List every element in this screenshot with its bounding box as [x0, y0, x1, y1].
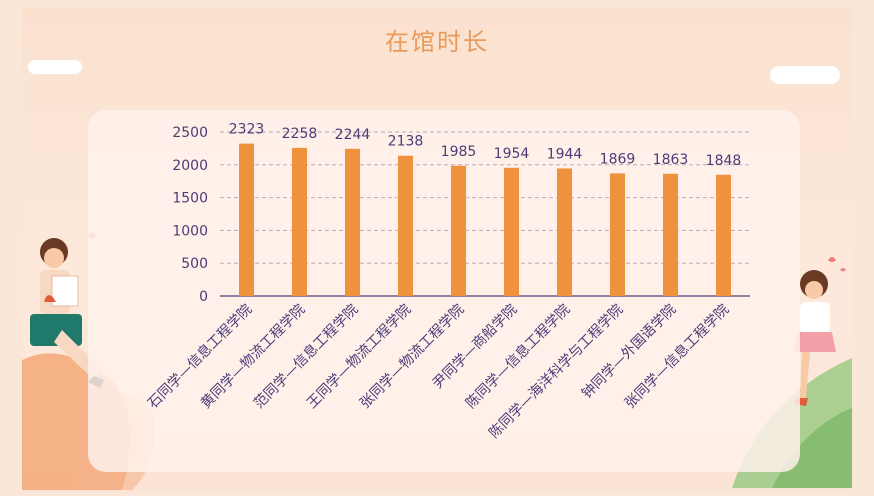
chart-panel	[88, 110, 800, 472]
slide: 在馆时长	[22, 8, 852, 492]
chart-grid	[220, 131, 750, 264]
bar	[451, 165, 466, 296]
bar	[716, 174, 731, 296]
bar-value-label: 2244	[335, 127, 371, 143]
bar	[663, 173, 678, 296]
bar-value-label: 1863	[653, 152, 689, 168]
bar	[292, 147, 307, 296]
x-tick-label: 王同学—物流工程学院	[304, 302, 414, 412]
x-tick-label: 张同学—物流工程学院	[357, 302, 467, 412]
bar	[557, 168, 572, 296]
cloud-decoration-right	[770, 66, 840, 84]
bar-value-label: 2323	[229, 122, 265, 138]
bar	[239, 143, 254, 296]
chart-bars	[239, 143, 731, 296]
bar-value-label: 2258	[282, 126, 318, 142]
slide-title: 在馆时长	[385, 28, 489, 56]
bar	[398, 155, 413, 296]
bar-value-label: 1954	[494, 146, 530, 162]
bar	[345, 148, 360, 296]
y-tick-label: 1000	[172, 223, 208, 239]
y-tick-label: 2000	[172, 158, 208, 174]
y-tick-label: 1500	[172, 191, 208, 207]
x-tick-label: 范同学—信息工程学院	[250, 301, 361, 412]
bar	[610, 173, 625, 296]
y-tick-label: 2500	[172, 125, 208, 141]
bar-value-label: 1985	[441, 144, 477, 160]
x-axis-ticks: 石同学—信息工程学院黄同学—物流工程学院范同学—信息工程学院王同学—物流工程学院…	[144, 301, 732, 442]
cloud-decoration-left	[28, 60, 82, 74]
x-tick-label: 钟同学—外国语学院	[578, 301, 679, 402]
x-tick-label: 张同学—信息工程学院	[621, 301, 732, 412]
bar-value-label: 2138	[388, 134, 424, 150]
y-tick-label: 500	[181, 256, 208, 272]
bar-value-label: 1944	[547, 146, 583, 162]
chart-data-labels: 2323 2258 2244 2138 1985 1954 1944 1869 1863 1848	[229, 122, 742, 169]
x-tick-label: 陈同学—信息工程学院	[462, 301, 573, 412]
y-axis-ticks: 0 500 1000 1500 2000 2500	[172, 125, 208, 305]
x-tick-label: 黄同学—物流工程学院	[197, 301, 308, 412]
x-tick-label: 石同学—信息工程学院	[144, 301, 255, 412]
bar-value-label: 1869	[600, 151, 636, 167]
bar	[504, 167, 519, 296]
y-tick-label: 0	[199, 289, 208, 305]
bar-value-label: 1848	[706, 153, 742, 169]
